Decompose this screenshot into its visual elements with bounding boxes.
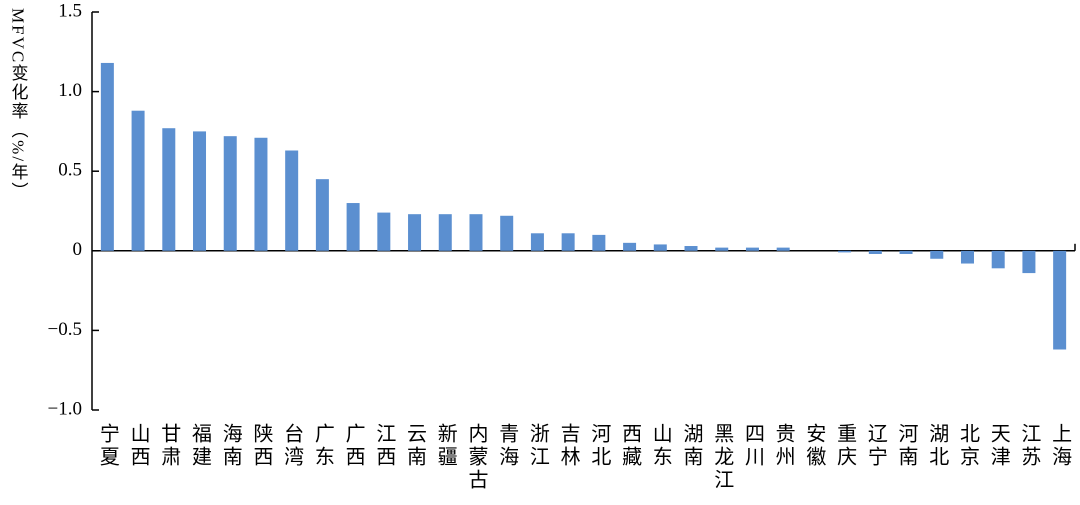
x-tick-label: 西藏	[619, 423, 642, 469]
x-tick-label: 福建	[189, 423, 212, 469]
bar	[469, 214, 483, 251]
bar	[868, 250, 882, 254]
x-tick-label: 新疆	[434, 423, 457, 469]
bar	[838, 250, 852, 253]
x-tick-label: 云南	[404, 423, 426, 469]
x-tick-label: 山东	[649, 423, 671, 469]
x-tick-label: 河北	[588, 423, 611, 469]
bar	[592, 234, 606, 251]
bar	[162, 128, 176, 251]
y-axis-title: MFVC变化率（%/年）	[9, 8, 29, 201]
x-tick-label: 湖北	[926, 423, 949, 469]
x-tick-label: 台湾	[281, 423, 304, 469]
bar	[100, 62, 114, 251]
bar	[377, 212, 391, 251]
x-tick-label: 黑龙江	[711, 423, 734, 492]
bar	[315, 179, 329, 251]
bar	[653, 244, 667, 251]
x-tick-label: 江苏	[1018, 423, 1041, 469]
x-tick-label: 陕西	[250, 423, 272, 469]
bar	[131, 110, 145, 251]
bar	[254, 137, 268, 251]
bar	[530, 233, 544, 251]
x-tick-label: 青海	[496, 423, 519, 469]
x-tick-label: 天津	[987, 423, 1010, 469]
y-tick-label: −1.0	[48, 398, 82, 419]
bar	[623, 242, 637, 251]
bar	[776, 247, 790, 251]
bar	[715, 247, 729, 251]
bar	[408, 214, 422, 251]
x-tick-label: 甘肃	[158, 423, 181, 469]
x-tick-label: 江西	[373, 423, 396, 469]
x-tick-label: 贵州	[772, 423, 795, 469]
x-tick-label: 海南	[219, 423, 242, 469]
bar	[285, 150, 299, 251]
x-tick-label: 浙江	[526, 423, 549, 469]
x-tick-label: 广东	[311, 423, 334, 469]
bar	[1053, 250, 1067, 350]
x-tick-label: 辽宁	[864, 423, 887, 469]
x-tick-label: 河南	[895, 423, 918, 469]
bar	[930, 250, 944, 259]
bar	[745, 247, 759, 251]
x-tick-label: 安徽	[803, 423, 826, 469]
x-tick-label: 上海	[1049, 423, 1072, 469]
x-tick-label: 湖南	[680, 423, 703, 469]
x-tick-label: 北京	[956, 423, 979, 469]
bar	[960, 250, 974, 264]
bar	[899, 250, 913, 254]
bar	[438, 214, 452, 251]
bar	[223, 136, 237, 251]
bar	[561, 233, 575, 251]
bar	[991, 250, 1005, 269]
bar	[346, 203, 360, 251]
x-tick-label: 宁夏	[96, 423, 119, 469]
x-tick-label: 四川	[741, 423, 764, 469]
x-tick-label: 山西	[127, 423, 149, 469]
bar	[500, 215, 514, 251]
y-tick-label: 1.5	[58, 0, 82, 21]
bar	[1022, 250, 1036, 274]
y-tick-label: 0	[73, 239, 83, 260]
x-tick-label: 吉林	[557, 423, 580, 469]
bar	[684, 246, 698, 251]
y-tick-label: 1.0	[58, 80, 82, 101]
y-tick-label: 0.5	[58, 160, 82, 181]
x-tick-label: 广西	[342, 423, 365, 469]
x-tick-label: 重庆	[834, 423, 857, 469]
bar	[193, 131, 207, 251]
y-tick-label: −0.5	[48, 319, 82, 340]
x-tick-label: 内蒙古	[465, 423, 487, 492]
